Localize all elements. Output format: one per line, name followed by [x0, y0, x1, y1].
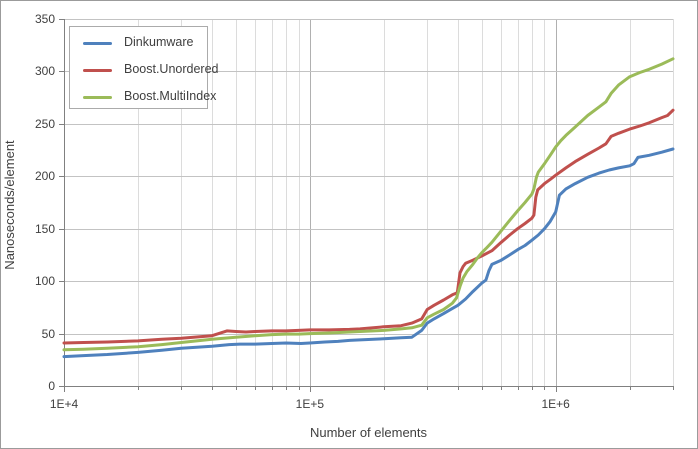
- y-tick-label: 150: [34, 221, 55, 236]
- line-swatch-icon: [83, 96, 112, 99]
- y-axis-title: Nanoseconds/element: [2, 140, 17, 270]
- x-tick-label: 1E+4: [49, 397, 79, 411]
- x-tick-label: 1E+5: [295, 397, 325, 411]
- series-line-boost-unordered: [62, 108, 675, 345]
- legend-label: Dinkumware: [124, 35, 194, 49]
- legend-item-boost-multiindex: Boost.MultiIndex: [70, 88, 216, 106]
- legend-label: Boost.Unordered: [124, 62, 219, 76]
- legend: Dinkumware Boost.Unordered Boost.MultiIn…: [69, 26, 219, 109]
- y-tick-label: 350: [34, 12, 55, 26]
- y-tick-label: 0: [48, 379, 55, 393]
- line-swatch-icon: [83, 69, 112, 72]
- legend-item-dinkumware: Dinkumware: [70, 34, 207, 52]
- y-tick-label: 100: [34, 274, 55, 289]
- y-tick-label: 250: [34, 116, 55, 131]
- legend-item-boost-unordered: Boost.Unordered: [70, 61, 219, 79]
- y-tick-label: 50: [41, 326, 55, 341]
- x-axis-title: Number of elements: [309, 425, 428, 440]
- x-tick-label: 1E+6: [541, 397, 570, 411]
- legend-label: Boost.MultiIndex: [124, 89, 217, 103]
- series-line-dinkumware: [62, 147, 675, 359]
- y-tick-label: 300: [34, 64, 55, 79]
- series-line-boost-multiindex: [62, 57, 675, 352]
- y-tick-label: 200: [34, 169, 55, 184]
- line-swatch-icon: [83, 42, 112, 45]
